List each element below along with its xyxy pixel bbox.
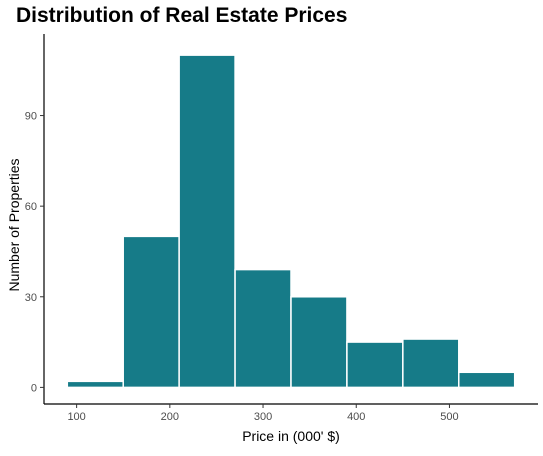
chart-title: Distribution of Real Estate Prices: [16, 4, 348, 27]
histogram-bar: [402, 338, 460, 389]
x-tick-label: 100: [67, 411, 85, 423]
x-tick-label: 500: [440, 411, 458, 423]
y-tick-label: 60: [25, 201, 37, 213]
x-tick-label: 300: [254, 411, 272, 423]
bars-layer: [66, 54, 516, 389]
x-tick-label: 200: [161, 411, 179, 423]
histogram-bar: [178, 54, 236, 389]
x-axis-label: Price in (000' $): [242, 428, 340, 444]
histogram-bar: [122, 235, 180, 389]
histogram-bar: [234, 268, 292, 389]
y-ticks: 0 30 60 90: [25, 111, 44, 394]
histogram-bar: [458, 371, 516, 389]
histogram-bar: [290, 296, 348, 389]
histogram-bar: [346, 341, 404, 389]
x-ticks: 100 200 300 400 500: [67, 404, 459, 423]
y-tick-label: 30: [25, 292, 37, 304]
histogram-bar: [66, 380, 124, 389]
x-tick-label: 400: [347, 411, 365, 423]
y-axis-label: Number of Properties: [6, 158, 22, 291]
y-tick-label: 90: [25, 111, 37, 123]
y-tick-label: 0: [31, 382, 37, 394]
